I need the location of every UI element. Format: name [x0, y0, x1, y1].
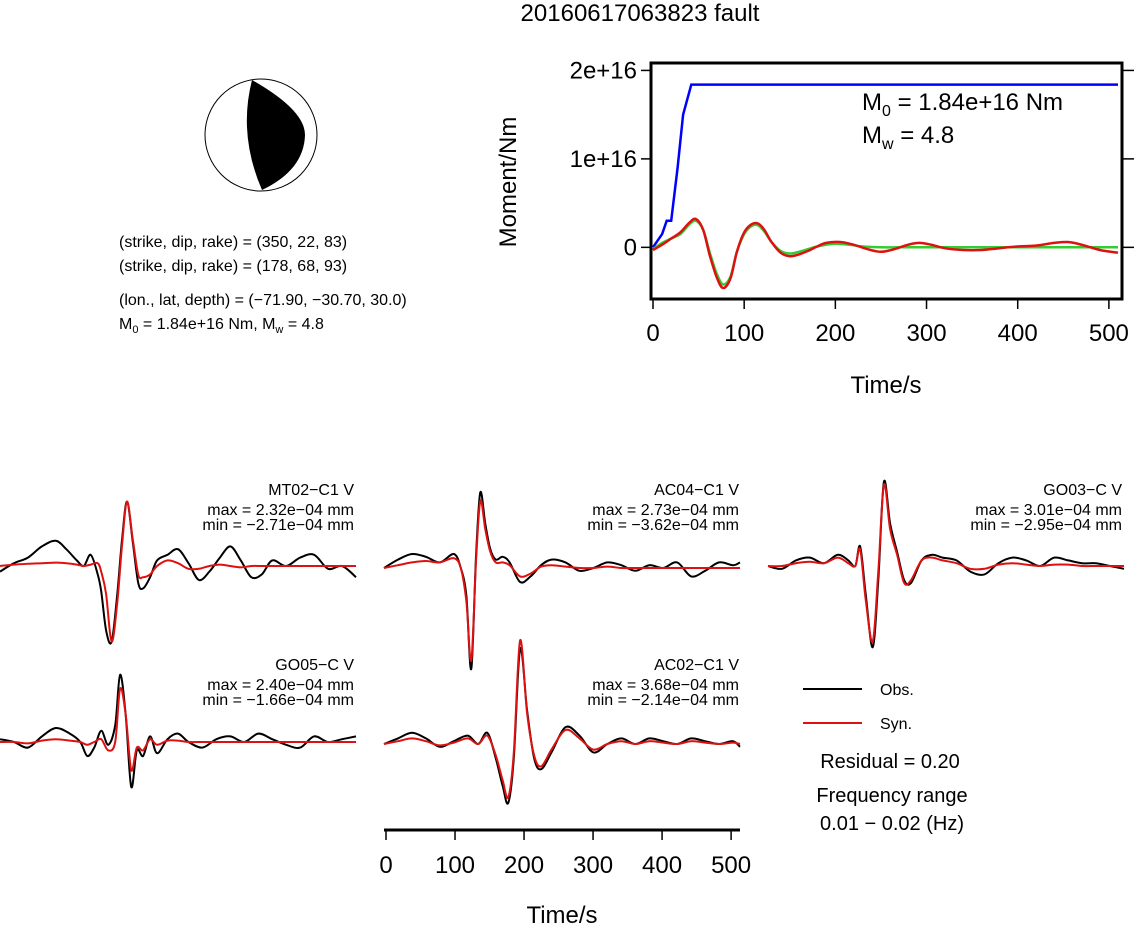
waveform-x-tick-label: 500: [711, 852, 751, 879]
frequency-range-value: 0.01 − 0.02 (Hz): [820, 813, 964, 835]
moment-x-label: Time/s: [850, 372, 921, 399]
frequency-range-title: Frequency range: [816, 785, 967, 807]
moment-series-line: [651, 83, 1118, 249]
moment-series-line: [652, 217, 1119, 290]
waveform-time-axis: 0 100 200 300 400 500: [379, 828, 751, 879]
beachball-icon: [204, 78, 318, 192]
moment-axes: 0 100 200 300 400 500 0 1e+16 2e+16: [570, 57, 1134, 347]
moment-y-tick-label: 0: [624, 234, 637, 261]
synthetic-trace: [383, 639, 741, 800]
station-max: max = 2.32e−04 mm: [207, 502, 354, 519]
waveform-x-tick-label: 200: [504, 852, 544, 879]
station-name: GO05−C V: [275, 657, 354, 674]
moment-y-tick-label: 2e+16: [570, 57, 637, 84]
moment-x-tick-label: 100: [724, 320, 764, 347]
station-max: max = 3.68e−04 mm: [592, 677, 739, 694]
moment-x-tick-label: 200: [815, 320, 855, 347]
station-min: min = −2.95e−04 mm: [970, 517, 1122, 534]
moment-plot-frame: [649, 61, 1124, 301]
station-min: min = −2.71e−04 mm: [202, 517, 354, 534]
station-min: min = −1.66e−04 mm: [202, 692, 354, 709]
station-name: AC02−C1 V: [654, 657, 739, 674]
residual-text: Residual = 0.20: [820, 751, 960, 773]
location-line: (lon., lat, depth) = (−71.90, −30.70, 30…: [119, 292, 407, 309]
station-max: max = 2.40e−04 mm: [207, 677, 354, 694]
station-name: MT02−C1 V: [268, 482, 354, 499]
synthetic-trace: [0, 500, 356, 643]
moment-annotation-m0: M0 = 1.84e+16 Nm: [862, 89, 1063, 120]
station-max: max = 3.01e−04 mm: [975, 502, 1122, 519]
moment-annotation-mw: Mw = 4.8: [862, 122, 954, 153]
figure-title: 20160617063823 fault: [521, 0, 760, 27]
mechanism-info: (strike, dip, rake) = (350, 22, 83) (str…: [119, 234, 407, 336]
legend-obs-label: Obs.: [880, 682, 914, 699]
waveform-legend: Obs. Syn. Residual = 0.20 Frequency rang…: [803, 682, 968, 835]
station-min: min = −3.62e−04 mm: [587, 517, 739, 534]
waveform-x-tick-label: 0: [379, 852, 392, 879]
mechanism-line-1: (strike, dip, rake) = (350, 22, 83): [119, 234, 347, 251]
observed-trace: [0, 500, 357, 645]
moment-plot: 0 100 200 300 400 500 0 1e+16 2e+16 M0 = 1.84e+1…: [495, 57, 1134, 399]
moment-x-tick-label: 500: [1089, 320, 1129, 347]
waveform-x-tick-label: 400: [642, 852, 682, 879]
synthetic-trace: [767, 483, 1124, 643]
waveform-x-tick-label: 100: [435, 852, 475, 879]
moment-y-label: Moment/Nm: [495, 117, 522, 248]
waveform-x-tick-label: 300: [573, 852, 613, 879]
observed-trace: [767, 479, 1125, 649]
station-name: GO03−C V: [1043, 482, 1122, 499]
station-name: AC04−C1 V: [654, 482, 739, 499]
moment-x-tick-label: 400: [998, 320, 1038, 347]
moment-y-tick-label: 1e+16: [570, 146, 637, 173]
magnitude-line: M0 = 1.84e+16 Nm, Mw = 4.8: [119, 316, 324, 336]
moment-x-tick-label: 300: [907, 320, 947, 347]
waveform-x-label: Time/s: [526, 902, 597, 927]
station-max: max = 2.73e−04 mm: [592, 502, 739, 519]
legend-syn-label: Syn.: [880, 716, 912, 733]
station-min: min = −2.14e−04 mm: [587, 692, 739, 709]
moment-x-tick-label: 0: [646, 320, 659, 347]
mechanism-line-2: (strike, dip, rake) = (178, 68, 93): [119, 258, 347, 275]
synthetic-trace: [383, 499, 740, 662]
synthetic-trace: [0, 686, 356, 772]
moment-series: [651, 83, 1119, 290]
